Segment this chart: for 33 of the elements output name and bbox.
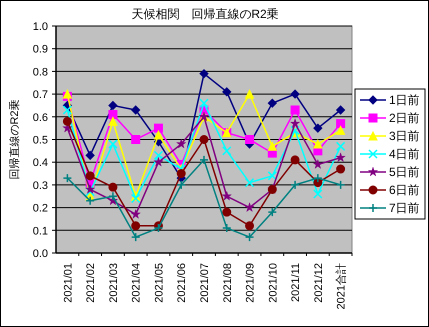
x-tick-label: 2021/08 [222,263,234,303]
legend-label: 4日前 [389,147,420,161]
legend-label: 1日前 [389,93,420,107]
x-tick-label: 2021/03 [108,263,120,303]
x-tick-label: 2021/04 [130,263,143,303]
y-axis-title: 回帰直線のR2乗 [8,99,21,180]
y-tick-label: 0.6 [32,112,48,124]
y-tick-label: 0.3 [32,180,48,192]
y-tick-label: 0.0 [32,248,48,260]
x-tick-label: 2021/09 [244,263,257,303]
legend-label: 2日前 [389,111,420,125]
x-tick-label: 2021/05 [153,263,166,303]
y-tick-label: 0.7 [32,89,48,102]
x-tick-label: 2021/02 [85,263,98,303]
y-tick-label: 0.9 [32,44,48,56]
y-tick-label: 0.5 [32,134,48,146]
legend-label: 5日前 [389,165,420,179]
x-tick-label: 2021/07 [199,263,211,303]
legend-label: 7日前 [389,201,420,215]
legend-label: 6日前 [389,183,420,197]
y-tick-label: 1.0 [32,21,48,33]
x-tick-label: 2021/12 [312,263,325,303]
x-tick-label: 2021/01 [62,263,74,303]
legend-label: 3日前 [389,129,420,143]
x-tick-label: 2021/11 [290,263,302,302]
x-tick-label: 2021/10 [267,263,280,303]
y-tick-label: 0.4 [32,157,48,170]
y-tick-label: 0.8 [32,66,48,78]
y-tick-label: 0.1 [32,225,48,238]
y-tick-label: 0.2 [32,202,48,215]
x-tick-label: 2021合計 [334,263,348,310]
chart-title: 天候相関 回帰直線のR2乗 [131,7,279,21]
x-tick-label: 2021/06 [176,263,188,303]
